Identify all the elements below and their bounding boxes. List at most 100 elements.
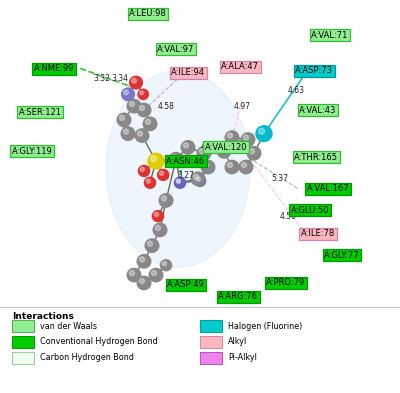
Circle shape <box>175 178 185 187</box>
FancyBboxPatch shape <box>200 320 222 332</box>
FancyBboxPatch shape <box>200 336 222 348</box>
Circle shape <box>139 105 144 110</box>
Text: A:NME:99: A:NME:99 <box>34 64 74 73</box>
Circle shape <box>183 143 188 148</box>
Circle shape <box>137 255 151 268</box>
Circle shape <box>241 133 255 146</box>
Circle shape <box>129 270 134 275</box>
Circle shape <box>138 89 148 99</box>
Circle shape <box>247 147 261 160</box>
Circle shape <box>129 101 134 107</box>
Circle shape <box>177 180 180 183</box>
Circle shape <box>181 141 195 154</box>
Circle shape <box>241 162 246 167</box>
Text: A:ILE:78: A:ILE:78 <box>301 230 335 238</box>
Text: A:VAL:71: A:VAL:71 <box>311 31 349 40</box>
Text: A:VAL:43: A:VAL:43 <box>299 106 337 114</box>
Circle shape <box>258 128 265 134</box>
Circle shape <box>123 129 128 134</box>
Circle shape <box>149 268 163 282</box>
Circle shape <box>148 153 164 169</box>
Text: 4.50: 4.50 <box>280 213 296 221</box>
Circle shape <box>217 145 231 158</box>
Circle shape <box>155 225 160 230</box>
Circle shape <box>140 91 144 95</box>
Circle shape <box>160 260 172 271</box>
FancyBboxPatch shape <box>12 336 34 348</box>
Circle shape <box>194 175 206 186</box>
Circle shape <box>227 162 232 167</box>
Text: A:PRO:79: A:PRO:79 <box>266 279 306 287</box>
Circle shape <box>135 129 149 142</box>
Text: A:GLY:119: A:GLY:119 <box>12 147 52 156</box>
Circle shape <box>159 171 164 175</box>
Text: Pi-Alkyl: Pi-Alkyl <box>228 353 257 362</box>
Text: Alkyl: Alkyl <box>228 338 247 346</box>
Circle shape <box>137 103 151 117</box>
Text: 4.97: 4.97 <box>234 102 250 110</box>
Text: A:VAL:97: A:VAL:97 <box>157 45 195 53</box>
Circle shape <box>159 194 173 207</box>
Circle shape <box>256 126 272 141</box>
Circle shape <box>137 131 142 136</box>
Circle shape <box>154 212 158 217</box>
Circle shape <box>144 177 156 188</box>
Circle shape <box>147 241 152 246</box>
Text: 3.32: 3.32 <box>94 74 110 83</box>
Text: A:LEU:98: A:LEU:98 <box>129 9 167 18</box>
Text: A:VAL:120: A:VAL:120 <box>205 143 247 152</box>
Circle shape <box>143 117 157 130</box>
Circle shape <box>199 149 204 154</box>
Circle shape <box>119 115 124 120</box>
Text: 5.37: 5.37 <box>272 174 288 183</box>
Circle shape <box>158 169 169 180</box>
Text: A:GLU:50: A:GLU:50 <box>291 206 329 215</box>
Circle shape <box>132 78 136 83</box>
Circle shape <box>130 76 142 89</box>
Circle shape <box>139 278 144 283</box>
Circle shape <box>139 257 144 262</box>
Circle shape <box>161 196 166 201</box>
Circle shape <box>146 179 150 183</box>
Circle shape <box>249 149 254 154</box>
Text: A:ASP:73: A:ASP:73 <box>295 66 333 75</box>
FancyBboxPatch shape <box>12 320 34 332</box>
Circle shape <box>127 268 141 282</box>
Ellipse shape <box>106 71 250 267</box>
Text: 4.63: 4.63 <box>288 86 304 95</box>
Circle shape <box>197 147 211 160</box>
Circle shape <box>243 135 248 140</box>
Circle shape <box>140 167 144 171</box>
Text: Interactions: Interactions <box>12 312 74 321</box>
Text: A:THR:165: A:THR:165 <box>294 153 338 162</box>
Text: 3.34: 3.34 <box>112 74 128 83</box>
Circle shape <box>196 177 200 181</box>
Circle shape <box>137 276 151 290</box>
Circle shape <box>174 177 186 188</box>
Circle shape <box>191 172 205 185</box>
Circle shape <box>152 211 164 222</box>
Circle shape <box>193 174 198 179</box>
Circle shape <box>117 113 131 127</box>
Circle shape <box>201 160 215 174</box>
Text: A:ILE:94: A:ILE:94 <box>171 68 205 77</box>
Circle shape <box>169 152 183 166</box>
FancyBboxPatch shape <box>12 352 34 364</box>
Circle shape <box>145 119 150 124</box>
Circle shape <box>225 160 239 174</box>
Text: A:VAL:167: A:VAL:167 <box>307 184 349 193</box>
Circle shape <box>151 270 156 275</box>
Text: A:ASN:46: A:ASN:46 <box>166 157 206 165</box>
Text: 4.53: 4.53 <box>201 142 218 151</box>
Circle shape <box>227 133 232 138</box>
Text: A:ALA:47: A:ALA:47 <box>221 62 259 71</box>
Circle shape <box>138 165 150 176</box>
FancyBboxPatch shape <box>200 352 222 364</box>
Text: 4.58: 4.58 <box>158 102 174 110</box>
Text: A:GLY:77: A:GLY:77 <box>324 251 360 260</box>
Text: Halogen (Fluorine): Halogen (Fluorine) <box>228 322 302 331</box>
Text: Carbon Hydrogen Bond: Carbon Hydrogen Bond <box>40 353 134 362</box>
Circle shape <box>145 239 159 252</box>
Circle shape <box>176 179 180 183</box>
Text: A:ARG:76: A:ARG:76 <box>218 292 258 301</box>
